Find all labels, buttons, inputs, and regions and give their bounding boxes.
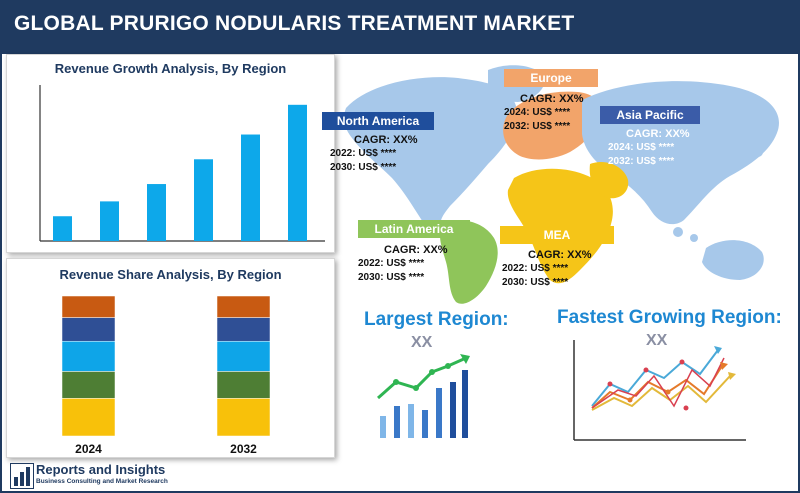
fastest-region-value: XX — [646, 332, 668, 349]
largest-icon-bar-6 — [450, 382, 456, 438]
company-logo: Reports and Insights Business Consulting… — [8, 462, 208, 490]
indonesia-shape — [673, 227, 683, 237]
south-america-shape — [440, 220, 498, 304]
fastest-dot-2 — [643, 367, 649, 373]
growth-bar-6 — [288, 104, 307, 241]
latin-america-2030: 2030: US$ **** — [358, 272, 425, 283]
latin-america-stats: CAGR: XX% 2022: US$ **** 2030: US$ **** — [358, 243, 448, 285]
share-chart: 2024 2032 — [61, 295, 271, 456]
mea-label: MEA — [500, 226, 614, 244]
asia-pacific-label: Asia Pacific — [600, 106, 700, 124]
fastest-dot-5 — [665, 389, 671, 395]
largest-trend-dot-1 — [393, 379, 399, 385]
share-segment-2032-3 — [216, 340, 271, 372]
africa-shape — [507, 168, 613, 284]
largest-region-value: XX — [411, 334, 433, 351]
share-chart-title: Revenue Share Analysis, By Region — [59, 267, 282, 282]
logo-name: Reports and Insights — [36, 462, 166, 477]
fastest-arrow-blue — [714, 346, 722, 354]
asia-pacific-cagr: CAGR: XX% — [626, 128, 690, 140]
largest-icon-bar-2 — [394, 406, 400, 438]
logo-chart-icon — [10, 463, 34, 489]
share-segment-2032-2 — [216, 371, 271, 399]
europe-stats: CAGR: XX% 2024: US$ **** 2032: US$ **** — [504, 92, 584, 134]
growth-chart — [39, 85, 325, 242]
largest-region-bar-icon — [377, 354, 470, 438]
fastest-line-red — [591, 357, 725, 409]
north-america-cagr: CAGR: XX% — [354, 134, 418, 146]
fastest-dot-6 — [683, 405, 689, 411]
europe-cagr: CAGR: XX% — [520, 93, 584, 105]
share-segment-2032-4 — [216, 317, 271, 342]
north-america-2030: 2030: US$ **** — [330, 162, 397, 173]
share-segment-2032-5 — [216, 295, 271, 318]
share-segment-2024-4 — [61, 317, 116, 342]
growth-bar-2 — [100, 201, 119, 241]
header-bar: GLOBAL PRURIGO NODULARIS TREATMENT MARKE… — [0, 0, 800, 54]
growth-chart-title: Revenue Growth Analysis, By Region — [54, 61, 287, 76]
largest-trend-arrow — [460, 354, 470, 364]
mea-2022: 2022: US$ **** — [502, 263, 569, 274]
growth-chart-panel: Revenue Growth Analysis, By Region — [6, 54, 335, 253]
fastest-arrow-orange — [720, 362, 728, 370]
largest-trend-dot-4 — [445, 363, 451, 369]
largest-region-heading: Largest Region: — [364, 309, 509, 330]
europe-label: Europe — [504, 69, 598, 87]
largest-trend-line — [377, 356, 467, 400]
latin-america-2022: 2022: US$ **** — [358, 258, 425, 269]
asia-pacific-stats: CAGR: XX% 2024: US$ **** 2032: US$ **** — [608, 127, 690, 169]
mea-2030: 2030: US$ **** — [502, 277, 569, 288]
page-title: GLOBAL PRURIGO NODULARIS TREATMENT MARKE… — [14, 12, 575, 35]
fastest-line-yellow — [591, 375, 731, 411]
share-chart-panel: Revenue Share Analysis, By Region 2024 20… — [6, 258, 335, 458]
fastest-dot-1 — [607, 381, 613, 387]
fastest-dot-3 — [679, 359, 685, 365]
mea-stats: CAGR: XX% 2022: US$ **** 2030: US$ **** — [502, 248, 592, 290]
growth-bar-4 — [194, 159, 213, 241]
asia-pacific-2032: 2032: US$ **** — [608, 156, 675, 167]
asia-pacific-2024: 2024: US$ **** — [608, 142, 675, 153]
largest-icon-bar-1 — [380, 416, 386, 438]
largest-trend-dot-3 — [429, 369, 435, 375]
largest-icon-bar-3 — [408, 404, 414, 438]
logo-tagline: Business Consulting and Market Research — [36, 478, 168, 485]
share-segment-2024-3 — [61, 340, 116, 372]
largest-trend-dot-2 — [413, 385, 419, 391]
share-label-2024: 2024 — [75, 442, 102, 456]
north-america-stats: CAGR: XX% 2022: US$ **** 2030: US$ **** — [330, 133, 418, 175]
latin-america-label: Latin America — [358, 220, 470, 238]
share-segment-2024-5 — [61, 295, 116, 318]
island-shape — [690, 234, 698, 242]
australia-shape — [702, 240, 764, 280]
share-label-2032: 2032 — [230, 442, 257, 456]
japan-shape — [753, 147, 763, 157]
fastest-arrow-yellow — [728, 372, 736, 380]
share-segment-2024-2 — [61, 371, 116, 399]
share-segment-2024-1 — [61, 398, 116, 437]
growth-bar-1 — [53, 216, 72, 241]
largest-icon-bar-5 — [436, 388, 442, 438]
largest-icon-bar-7 — [462, 370, 468, 438]
europe-shape — [503, 91, 602, 160]
europe-2024: 2024: US$ **** — [504, 107, 571, 118]
growth-bar-5 — [241, 134, 260, 241]
largest-icon-bar-4 — [422, 410, 428, 438]
mea-cagr: CAGR: XX% — [528, 249, 592, 261]
growth-bar-3 — [147, 184, 166, 241]
latin-america-cagr: CAGR: XX% — [384, 244, 448, 256]
north-america-2022: 2022: US$ **** — [330, 148, 397, 159]
fastest-dot-4 — [627, 397, 633, 403]
share-segment-2032-1 — [216, 398, 271, 437]
europe-2032: 2032: US$ **** — [504, 121, 571, 132]
fastest-region-line-icon — [573, 340, 746, 441]
middle-east-shape — [589, 161, 629, 199]
fastest-region-heading: Fastest Growing Region: — [557, 307, 782, 328]
fastest-line-blue — [591, 349, 719, 407]
north-america-label: North America — [322, 112, 434, 130]
